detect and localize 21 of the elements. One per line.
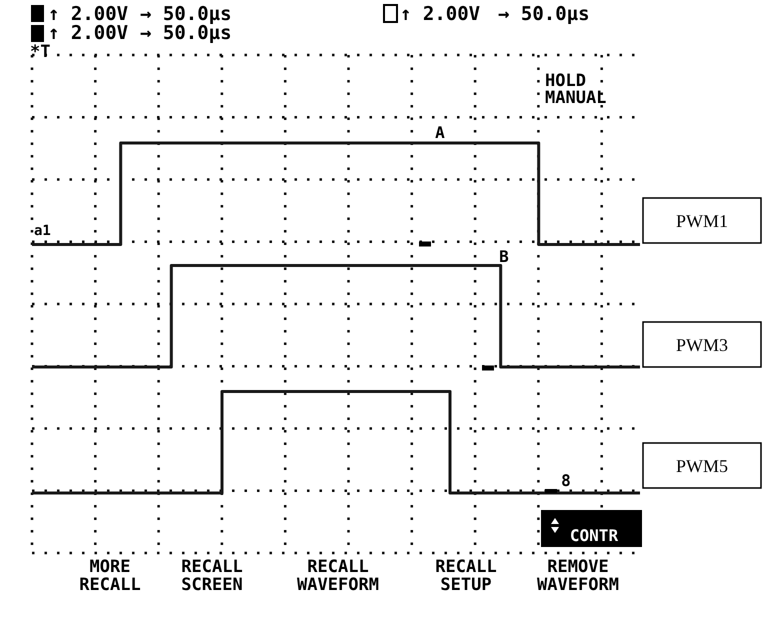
annotation: a1 [34, 223, 51, 239]
text: ↑ 2.00V [400, 3, 480, 25]
text: PWM5 [676, 456, 728, 476]
text: MANUAL [545, 88, 606, 108]
text: *T [30, 42, 50, 62]
text: HOLD [545, 71, 586, 91]
annotation: B [499, 247, 510, 266]
text: RECALL WAVEFORM [297, 557, 379, 595]
text: RECALL SCREEN [181, 557, 243, 595]
text: MORE RECALL [79, 557, 141, 595]
annotation: 8 [561, 471, 571, 490]
text: → 50.0μs [140, 3, 232, 25]
text: CONTR [570, 526, 618, 545]
text: → 50.0μs [498, 3, 590, 25]
text: REMOVE WAVEFORM [537, 557, 619, 595]
text: RECALL SETUP [435, 557, 497, 595]
text: PWM1 [676, 211, 728, 231]
text: A [435, 123, 446, 142]
text: ↑ 2.00V [48, 22, 128, 44]
text: PWM3 [676, 335, 728, 355]
text: ↑ 2.00V [48, 3, 128, 25]
